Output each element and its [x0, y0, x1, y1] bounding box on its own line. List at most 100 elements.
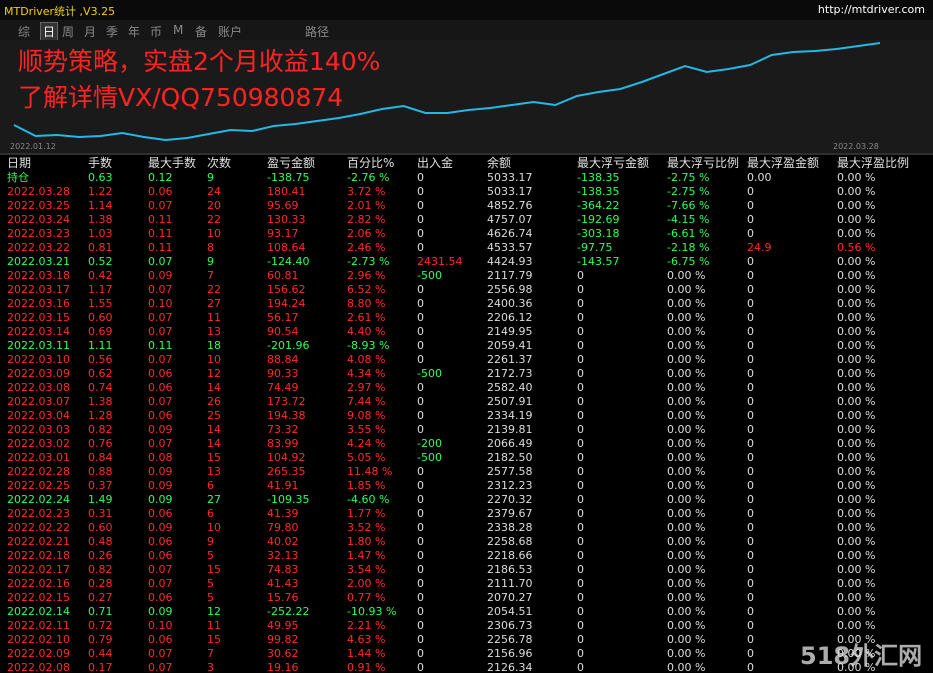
table-cell: -97.75 [577, 241, 613, 254]
table-cell: 0.00 % [837, 563, 876, 576]
table-cell: 0.06 [148, 591, 173, 604]
table-cell: 2334.19 [487, 409, 533, 422]
tab[interactable]: 账户 [218, 25, 243, 39]
table-cell: 32.13 [267, 549, 299, 562]
app-title: MTDriver统计 ,V3.25 [4, 5, 116, 18]
table-cell: 180.41 [267, 185, 306, 198]
table-cell: 0.88 [88, 465, 113, 478]
table-cell: 0 [747, 213, 754, 226]
table-cell: 0 [747, 563, 754, 576]
table-cell: -4.60 % [347, 493, 390, 506]
table-cell: 60.81 [267, 269, 299, 282]
table-cell: 9 [207, 255, 214, 268]
table-cell: 5 [207, 549, 214, 562]
table-cell: 2172.73 [487, 367, 533, 380]
table-cell: -2.18 % [667, 241, 710, 254]
table-cell: -2.73 % [347, 255, 390, 268]
table-cell: 0.91 % [347, 661, 386, 673]
table-cell: 1.28 [88, 409, 113, 422]
table-cell: 0.06 [148, 185, 173, 198]
table-cell: 9 [207, 171, 214, 184]
table-cell: 2.06 % [347, 227, 386, 240]
table-cell: 0.00 % [837, 451, 876, 464]
table-cell: 2258.68 [487, 535, 533, 548]
table-cell: 0.07 [148, 647, 173, 660]
table-cell: 0 [577, 591, 584, 604]
table-cell: 0.07 [148, 661, 173, 673]
table-cell: 0 [747, 297, 754, 310]
site-link[interactable]: http://mtdriver.com [817, 3, 925, 16]
row-date: 2022.02.11 [7, 619, 70, 632]
table-cell: 0.00 % [667, 367, 706, 380]
table-cell: 30.62 [267, 647, 299, 660]
table-cell: 0.60 [88, 521, 113, 534]
table-cell: 0.69 [88, 325, 113, 338]
table-cell: 0.82 [88, 563, 113, 576]
table-cell: 0 [577, 605, 584, 618]
table-cell: 2582.40 [487, 381, 533, 394]
row-date: 2022.03.04 [7, 409, 70, 422]
table-cell: 4424.93 [487, 255, 533, 268]
tab[interactable]: 综 [18, 25, 31, 39]
table-cell: 90.33 [267, 367, 299, 380]
table-cell: 2066.49 [487, 437, 533, 450]
table-cell: 0.00 % [837, 423, 876, 436]
table-cell: 0.63 [88, 171, 113, 184]
table-cell: 0.00 % [837, 311, 876, 324]
table-cell: 0.00 % [667, 297, 706, 310]
row-date: 2022.02.23 [7, 507, 70, 520]
table-cell: 99.82 [267, 633, 299, 646]
table-cell: 0.00 % [667, 283, 706, 296]
tab[interactable]: 路径 [305, 25, 330, 39]
tab[interactable]: 月 [84, 25, 97, 39]
table-cell: 10 [207, 521, 221, 534]
tab[interactable]: 季 [106, 25, 119, 39]
table-cell: 0 [577, 437, 584, 450]
table-cell: 2.97 % [347, 381, 386, 394]
table-cell: 0 [417, 339, 424, 352]
table-cell: 3 [207, 661, 214, 673]
tab[interactable]: 备 [195, 25, 208, 39]
table-cell: 2306.73 [487, 619, 533, 632]
table-cell: 0 [747, 227, 754, 240]
table-cell: 14 [207, 423, 221, 436]
column-header: 最大浮亏比例 [667, 156, 740, 170]
table-cell: 0 [577, 521, 584, 534]
table-cell: 0 [747, 381, 754, 394]
table-cell: 0.06 [148, 535, 173, 548]
tab[interactable]: 周 [62, 25, 75, 39]
table-cell: 0 [747, 451, 754, 464]
table-cell: 2577.58 [487, 465, 533, 478]
table-cell: 0 [417, 577, 424, 590]
table-cell: 0 [747, 325, 754, 338]
table-cell: 0 [577, 353, 584, 366]
table-cell: 41.91 [267, 479, 299, 492]
table-cell: 0 [747, 255, 754, 268]
table-cell: 0.00 % [667, 395, 706, 408]
table-cell: 41.39 [267, 507, 299, 520]
table-cell: 8.80 % [347, 297, 386, 310]
table-cell: 0.06 [148, 409, 173, 422]
tab[interactable]: 币 [150, 25, 163, 39]
column-header: 最大手数 [148, 156, 197, 170]
table-cell: -2.76 % [347, 171, 390, 184]
table-cell: -4.15 % [667, 213, 710, 226]
table-cell: 74.49 [267, 381, 299, 394]
table-cell: 0 [577, 465, 584, 478]
table-cell: 0.09 [148, 423, 173, 436]
table-cell: 0.00 % [667, 563, 706, 576]
tab[interactable]: 年 [128, 25, 141, 39]
table-cell: 15 [207, 451, 221, 464]
table-cell: 0.08 [148, 451, 173, 464]
table-cell: 25 [207, 409, 221, 422]
row-date: 2022.02.22 [7, 521, 70, 534]
table-cell: 0 [747, 507, 754, 520]
table-cell: 90.54 [267, 325, 299, 338]
table-cell: 0 [577, 647, 584, 660]
table-cell: 0 [417, 395, 424, 408]
table-cell: 0.00 % [837, 269, 876, 282]
table-cell: 0.00 % [837, 255, 876, 268]
table-cell: 0.00 % [667, 493, 706, 506]
tab[interactable]: M [173, 23, 184, 37]
tab[interactable]: 日 [40, 22, 59, 41]
